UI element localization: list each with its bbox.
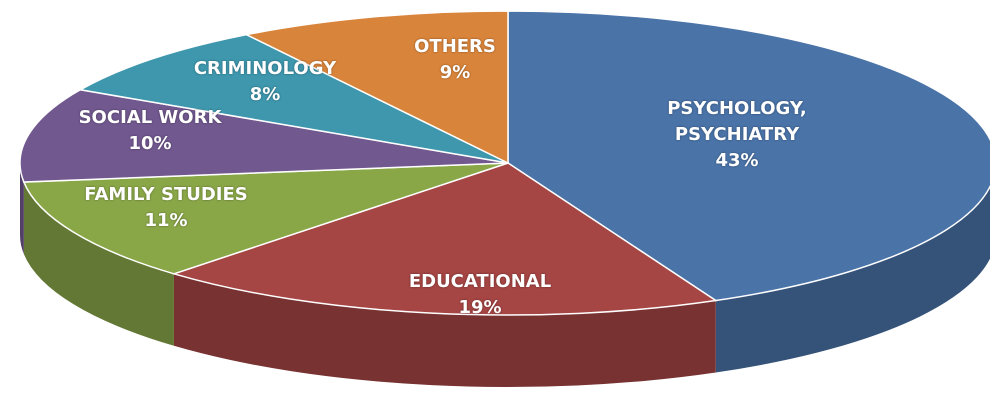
value-label: 9% xyxy=(439,62,471,83)
slice-side xyxy=(715,186,990,373)
category-label: FAMILY STUDIES xyxy=(84,184,248,205)
category-label: EDUCATIONAL xyxy=(408,271,552,292)
slice xyxy=(244,10,509,165)
slice-side xyxy=(20,163,24,255)
value-label: 43% xyxy=(715,150,759,171)
category-label: CRIMINOLOGY xyxy=(193,58,337,79)
slice-label: FAMILY STUDIES 11% xyxy=(46,182,286,234)
slice-label: PSYCHOLOGY, PSYCHIATRY 43% xyxy=(622,96,852,174)
slice-label: CRIMINOLOGY 8% xyxy=(145,56,385,108)
slice xyxy=(19,88,509,183)
slice xyxy=(171,162,718,316)
slice xyxy=(78,33,509,164)
slice-label: OTHERS 9% xyxy=(385,34,525,86)
slice xyxy=(22,162,509,275)
category-label: OTHERS xyxy=(414,36,496,57)
value-label: 19% xyxy=(458,297,502,318)
category-label: PSYCHOLOGY, PSYCHIATRY xyxy=(667,98,807,145)
value-label: 11% xyxy=(144,210,188,231)
slice-label: EDUCATIONAL 19% xyxy=(360,269,600,321)
slice-side xyxy=(23,182,174,346)
category-label: SOCIAL WORK xyxy=(78,107,222,128)
slice xyxy=(507,10,990,302)
value-label: 10% xyxy=(128,133,172,154)
value-label: 8% xyxy=(249,84,281,105)
slice-label: SOCIAL WORK 10% xyxy=(30,105,270,157)
